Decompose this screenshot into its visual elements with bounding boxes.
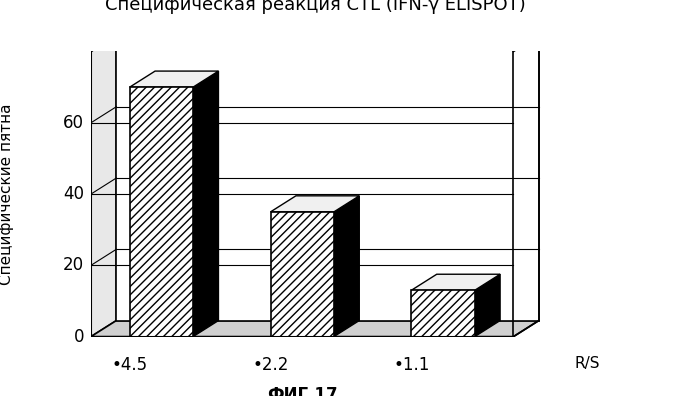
Polygon shape [412,274,500,290]
Polygon shape [193,71,218,337]
Text: 40: 40 [63,185,84,203]
Polygon shape [271,196,359,212]
Text: 60: 60 [63,114,84,132]
Text: Специфическая реакция CTL (IFN-γ ELISPOT): Специфическая реакция CTL (IFN-γ ELISPOT… [104,0,525,14]
Text: Специфические пятна: Специфические пятна [0,103,14,285]
Text: 20: 20 [63,256,84,274]
Text: R/S: R/S [574,356,599,371]
Text: 0: 0 [74,327,84,346]
Polygon shape [130,71,218,87]
Bar [130,87,193,337]
Polygon shape [334,196,359,337]
Bar [116,35,539,321]
Text: •2.2: •2.2 [253,356,288,374]
Text: •4.5: •4.5 [112,356,148,374]
Bar [271,212,334,337]
Polygon shape [91,321,539,337]
Polygon shape [91,35,116,337]
Text: ФИГ.17: ФИГ.17 [267,386,337,396]
Text: •1.1: •1.1 [393,356,430,374]
Polygon shape [475,274,500,337]
Bar [412,290,475,337]
